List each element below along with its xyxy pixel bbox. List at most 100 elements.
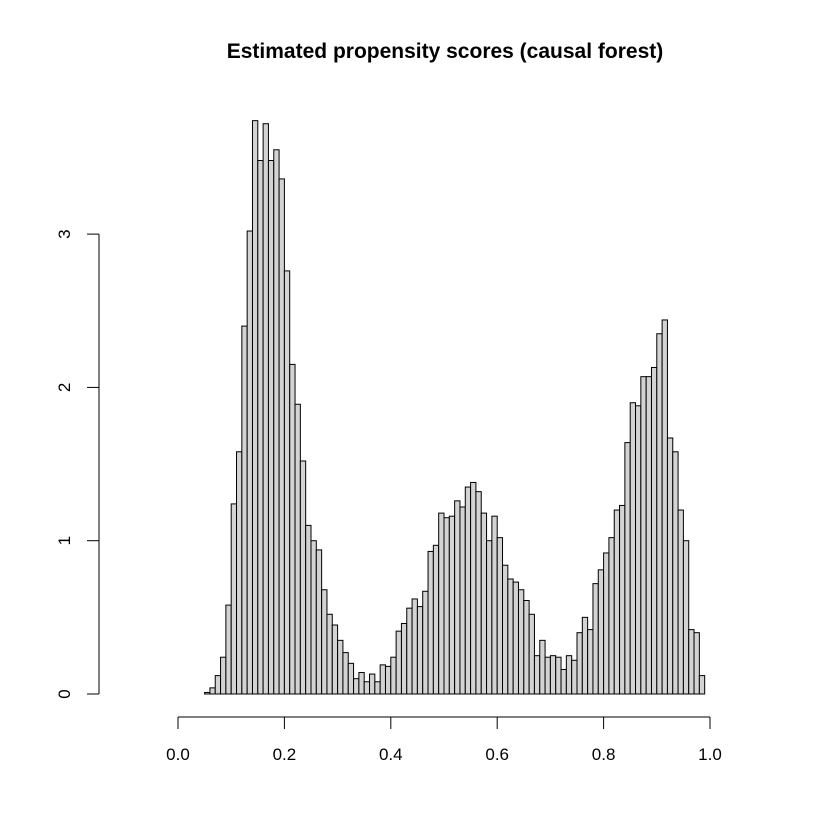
histogram-bar: [278, 178, 285, 695]
histogram-bar: [432, 544, 440, 695]
histogram-bar: [326, 613, 333, 695]
histogram-bar: [406, 607, 413, 695]
histogram-bar: [363, 681, 371, 695]
histogram-bar: [358, 672, 365, 695]
histogram-bar: [225, 604, 232, 695]
x-tick-label: 0.2: [273, 745, 297, 764]
histogram-bar: [672, 451, 679, 695]
histogram-bar: [560, 668, 567, 695]
histogram-bar: [294, 403, 301, 695]
histogram-bar: [353, 678, 360, 695]
histogram-bar: [629, 402, 637, 695]
histogram-bar: [331, 624, 339, 695]
x-tick-label: 0.4: [379, 745, 403, 764]
histogram-bar: [635, 405, 642, 695]
histogram-bar: [283, 270, 291, 695]
histogram-bar: [337, 639, 344, 695]
histogram-bar: [491, 515, 498, 695]
histogram-bar: [411, 598, 418, 695]
histogram-bar: [597, 569, 605, 695]
chart-title: Estimated propensity scores (causal fore…: [227, 40, 663, 63]
histogram-bar: [299, 460, 307, 695]
histogram-bar: [512, 581, 519, 695]
histogram-bar: [539, 639, 546, 695]
histogram-bar: [438, 512, 445, 695]
histogram-bar: [289, 363, 296, 695]
histogram-bar: [656, 333, 663, 695]
histogram-bar: [400, 622, 408, 695]
histogram-bar: [390, 656, 397, 695]
histogram-bar: [666, 437, 674, 695]
y-tick-label: 0: [55, 689, 74, 698]
histogram-bar: [305, 524, 312, 695]
histogram-bar: [427, 550, 434, 695]
histogram-bar: [454, 500, 461, 695]
histogram-bar: [395, 630, 402, 695]
histogram-bar: [587, 629, 594, 695]
histogram-bar: [688, 629, 695, 695]
histogram-bar: [640, 376, 647, 695]
histogram-bar: [475, 491, 482, 695]
histogram-bar: [650, 366, 658, 695]
histogram-bar: [517, 589, 525, 695]
histogram-bar: [246, 230, 253, 695]
histogram-bar: [416, 606, 424, 695]
histogram-bar: [603, 552, 610, 695]
histogram-bar: [374, 681, 381, 695]
x-tick-label: 0.8: [592, 745, 616, 764]
histogram-bar: [369, 673, 376, 695]
histogram-bar: [214, 675, 222, 695]
y-tick-label: 2: [55, 383, 74, 392]
histogram-bar: [592, 583, 599, 695]
histogram-bar: [661, 319, 668, 695]
histogram-bar: [443, 517, 450, 695]
y-tick-label: 3: [55, 229, 74, 238]
histogram-bar: [220, 656, 227, 695]
histogram-bar: [236, 451, 243, 695]
histogram-bar: [267, 160, 275, 695]
histogram-bar: [321, 589, 328, 695]
histogram-bar: [379, 664, 386, 695]
x-axis: 0.0 0.2 0.4 0.6 0.8 1.0: [166, 716, 722, 764]
histogram-bar: [422, 590, 429, 695]
histogram-bar: [544, 656, 551, 695]
histogram-bar: [470, 481, 477, 695]
histogram-bar: [262, 123, 269, 695]
histogram-bar: [502, 564, 509, 695]
histogram-bar: [624, 442, 631, 695]
histogram-bar: [693, 632, 700, 695]
histogram-bar: [464, 486, 472, 695]
histogram-bar: [496, 537, 504, 695]
histogram-bar: [315, 549, 323, 695]
histogram-bar: [528, 613, 535, 695]
histogram-bar: [571, 659, 578, 695]
histogram-bar: [507, 578, 514, 695]
histogram-bar: [384, 665, 392, 695]
histogram-bar: [581, 616, 589, 695]
histogram-bar: [533, 655, 541, 695]
histogram-bar: [241, 325, 248, 695]
bars-group: [204, 120, 706, 695]
histogram-bar: [347, 662, 355, 695]
histogram-bar: [273, 149, 280, 695]
histogram-bar: [480, 512, 488, 695]
histogram-bar: [555, 656, 562, 695]
histogram-bar: [645, 376, 652, 695]
histogram-bar: [619, 504, 626, 695]
histogram-bar: [608, 537, 615, 695]
histogram-bar: [448, 515, 456, 695]
histogram-bar: [576, 632, 583, 695]
histogram-bar: [613, 509, 621, 695]
histogram-bar: [251, 120, 259, 695]
y-axis: 0 1 2 3: [55, 229, 100, 699]
histogram-bar: [204, 691, 211, 695]
x-tick-label: 0.6: [485, 745, 509, 764]
histogram-bar: [459, 506, 466, 695]
histogram-bar: [677, 509, 684, 695]
y-tick-label: 1: [55, 536, 74, 545]
histogram-bar: [209, 687, 216, 695]
histogram-bar: [230, 503, 238, 695]
histogram-bar: [682, 540, 690, 695]
histogram-bar: [342, 652, 349, 695]
